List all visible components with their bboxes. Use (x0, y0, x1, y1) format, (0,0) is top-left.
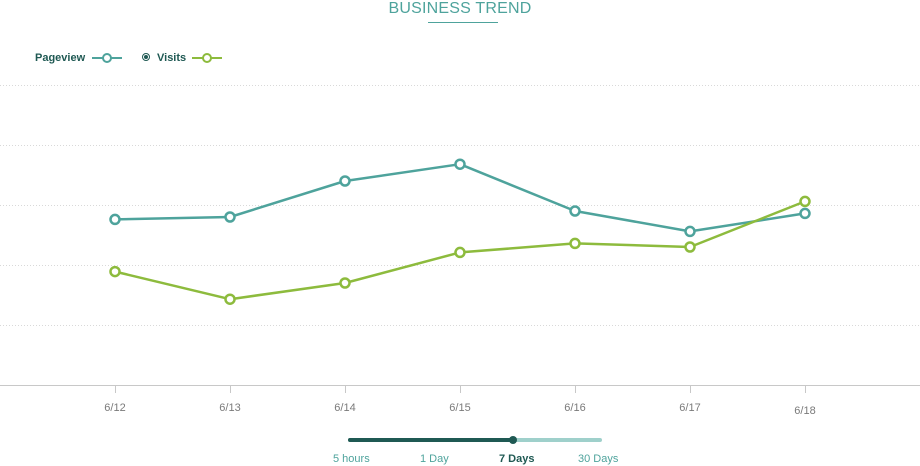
visits-point[interactable] (569, 237, 581, 250)
x-tick-label: 6/12 (104, 402, 125, 414)
x-tick-label: 6/17 (679, 402, 700, 414)
title-underline (428, 22, 498, 23)
pageview-point[interactable] (109, 213, 121, 226)
visits-point[interactable] (109, 265, 121, 278)
legend-visits-label[interactable]: Visits (157, 52, 187, 64)
visits-point[interactable] (339, 277, 351, 289)
pageview-point[interactable] (799, 207, 811, 220)
range-option-7-days[interactable]: 7 Days (499, 453, 535, 465)
visits-point[interactable] (684, 241, 696, 253)
legend-visits-marker[interactable] (190, 51, 224, 65)
pageview-point[interactable] (569, 205, 581, 217)
x-tick-label: 6/18 (794, 405, 815, 417)
visits-point[interactable] (454, 246, 466, 259)
time-range-slider-track[interactable] (348, 436, 602, 444)
x-tick-label: 6/14 (334, 402, 355, 414)
legend-pageview-marker[interactable] (90, 51, 124, 65)
time-range-slider-knob[interactable] (509, 436, 517, 444)
range-option-30-days[interactable]: 30 Days (578, 453, 619, 465)
legend-pageview-label[interactable]: Pageview (35, 52, 86, 64)
chart-title: BUSINESS TREND (388, 0, 532, 17)
x-tick-label: 6/13 (219, 402, 240, 414)
pageview-point[interactable] (224, 211, 236, 223)
x-tick-label: 6/16 (564, 402, 585, 414)
pageview-point[interactable] (684, 225, 696, 238)
legend-visits-selected-dot[interactable] (142, 53, 150, 61)
pageview-series-line (114, 162, 806, 233)
range-option-1-day[interactable]: 1 Day (420, 453, 449, 465)
time-range-slider-fill (348, 438, 513, 442)
visits-point[interactable] (224, 293, 236, 305)
pageview-point[interactable] (454, 158, 466, 170)
visits-point[interactable] (799, 195, 811, 208)
plot-area: 6/12 6/13 6/14 6/15 6/16 6/17 6/18 (0, 85, 920, 417)
pageview-point[interactable] (339, 175, 351, 187)
range-option-5-hours[interactable]: 5 hours (333, 453, 370, 465)
x-tick-label: 6/15 (449, 402, 470, 414)
